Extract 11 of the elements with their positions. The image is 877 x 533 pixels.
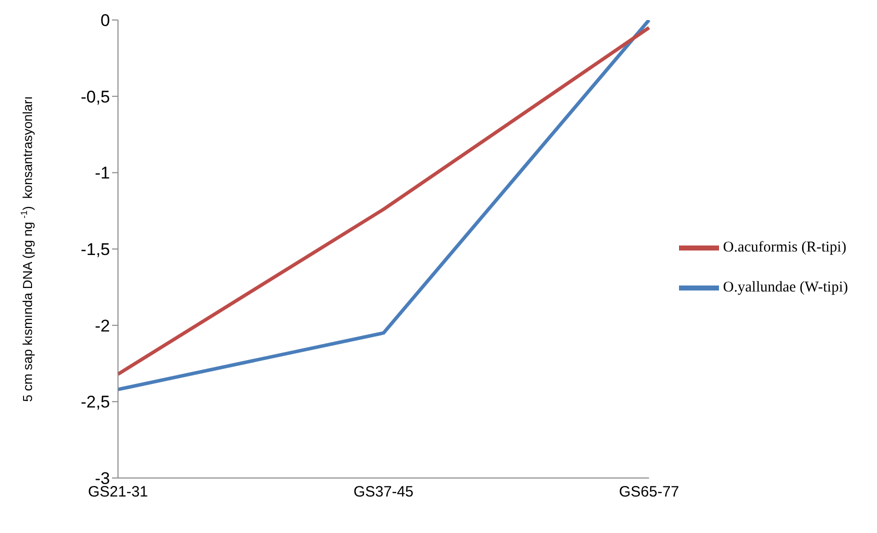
- y-tick-label: -1: [94, 164, 110, 183]
- legend-label: O.acuformis (R-tipi): [723, 239, 846, 256]
- y-tick-label: -1,5: [80, 240, 110, 260]
- legend-label: O.yallundae (W-tipi): [723, 279, 848, 296]
- y-tick-label: -2,5: [80, 392, 110, 412]
- y-tick-label: 0: [100, 11, 110, 30]
- x-tick-label: GS21-31: [88, 484, 148, 501]
- x-tick-label: GS37-45: [353, 484, 414, 501]
- x-tick-label: GS65-77: [619, 484, 680, 501]
- y-tick-label: -2: [94, 316, 110, 336]
- y-tick-label: -0,5: [80, 87, 110, 106]
